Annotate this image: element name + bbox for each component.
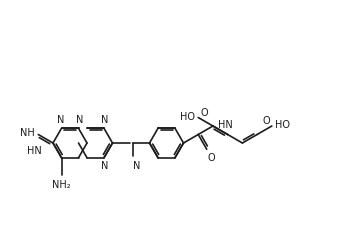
Text: N: N <box>101 115 109 125</box>
Text: NH₂: NH₂ <box>52 180 71 190</box>
Text: NH: NH <box>19 128 34 139</box>
Text: HN: HN <box>218 120 233 130</box>
Text: HO: HO <box>180 112 195 122</box>
Text: N: N <box>57 115 64 125</box>
Text: HO: HO <box>275 120 290 130</box>
Text: O: O <box>262 117 270 126</box>
Text: HN: HN <box>27 146 42 156</box>
Text: N: N <box>101 161 109 171</box>
Text: N: N <box>133 161 141 171</box>
Text: N: N <box>76 115 83 125</box>
Text: O: O <box>200 108 208 118</box>
Text: O: O <box>208 153 215 163</box>
